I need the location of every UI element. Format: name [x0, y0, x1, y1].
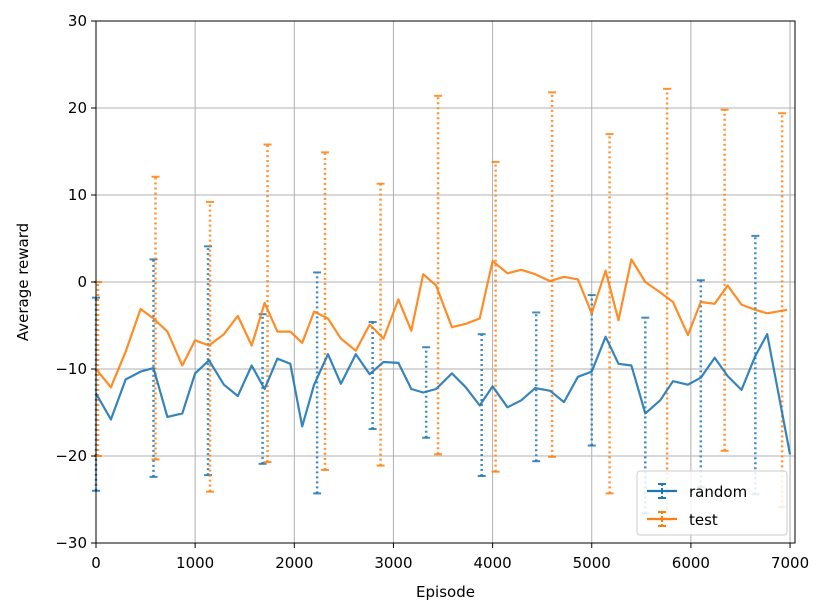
legend: random test: [636, 470, 788, 536]
y-tick-label: 30: [68, 12, 87, 30]
axis-ticks: 0 1000 2000 3000 4000 5000 6000 7000 −30 −20 −10 0 1…: [55, 12, 809, 572]
y-tick-label: −10: [55, 360, 87, 378]
y-tick-label: 20: [68, 99, 87, 117]
x-tick-label: 7000: [771, 554, 809, 572]
x-tick-label: 6000: [672, 554, 710, 572]
y-axis-label: Average reward: [14, 223, 32, 341]
x-tick-label: 1000: [176, 554, 214, 572]
y-tick-label: −30: [55, 534, 87, 552]
y-tick-label: −20: [55, 447, 87, 465]
x-tick-label: 5000: [573, 554, 611, 572]
series-line-random: [95, 333, 792, 455]
legend-label-test: test: [689, 511, 718, 529]
legend-label-random: random: [689, 483, 747, 501]
x-axis-label: Episode: [416, 583, 475, 601]
series-line-test: [95, 258, 788, 389]
x-tick-label: 3000: [374, 554, 412, 572]
x-tick-label: 0: [91, 554, 101, 572]
error-bars: [92, 87, 787, 521]
series-lines: [95, 258, 792, 455]
y-tick-label: 0: [77, 273, 87, 291]
grid: [95, 20, 795, 544]
y-tick-label: 10: [68, 186, 87, 204]
x-tick-label: 2000: [275, 554, 313, 572]
x-tick-label: 4000: [474, 554, 512, 572]
